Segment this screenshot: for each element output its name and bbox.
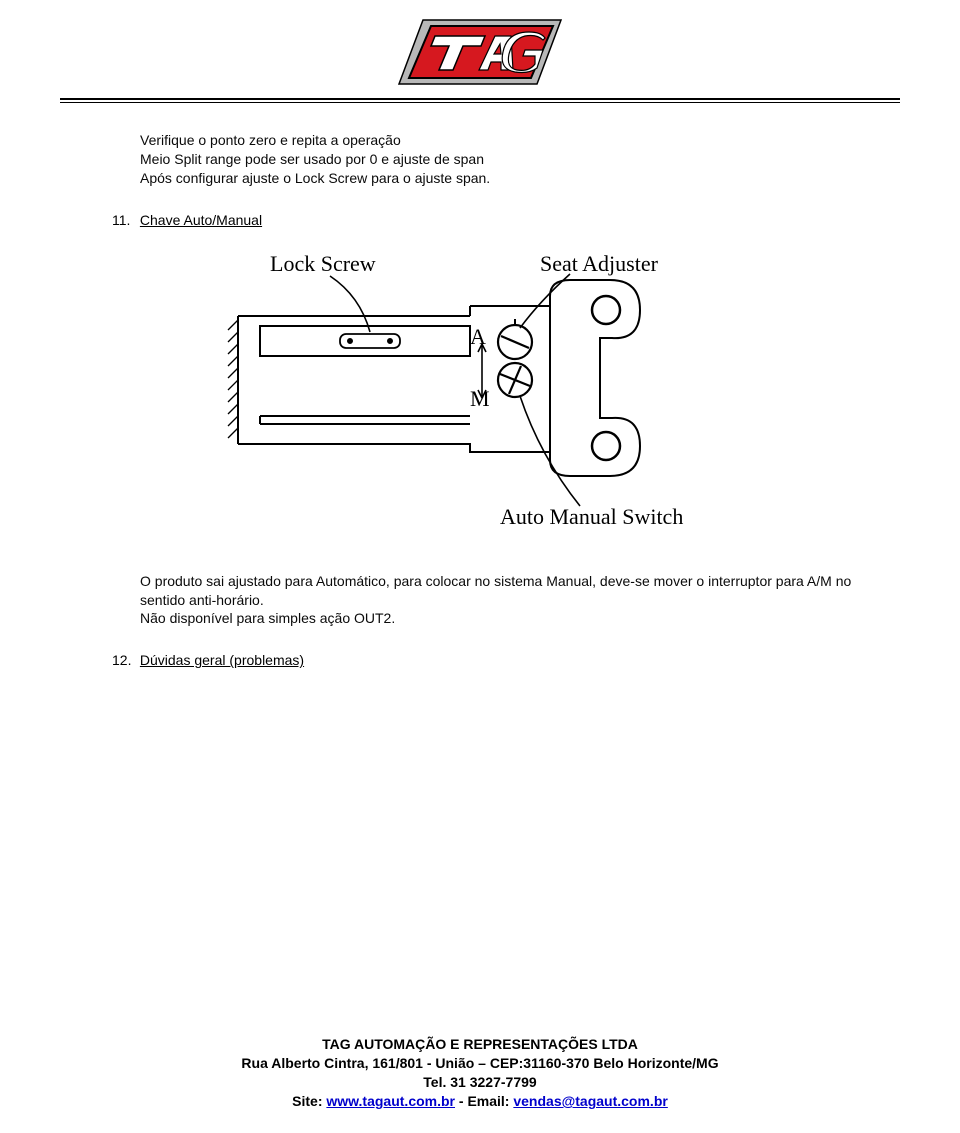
logo-container	[90, 12, 870, 92]
label-lock-screw: Lock Screw	[270, 251, 376, 276]
section-12-number: 12.	[112, 652, 136, 668]
label-seat-adjuster: Seat Adjuster	[540, 251, 659, 276]
after-line-2: Não disponível para simples ação OUT2.	[140, 609, 870, 628]
footer-email-link[interactable]: vendas@tagaut.com.br	[513, 1093, 667, 1109]
section-11-number: 11.	[112, 212, 136, 228]
mechanical-diagram: Lock Screw Seat Adjuster Auto Manual Swi…	[220, 246, 740, 536]
footer-site-link[interactable]: www.tagaut.com.br	[326, 1093, 455, 1109]
divider-thick	[60, 98, 900, 100]
after-diagram-paragraph: O produto sai ajustado para Automático, …	[140, 572, 870, 629]
footer-site-prefix: Site:	[292, 1093, 326, 1109]
footer-address: Rua Alberto Cintra, 161/801 - União – CE…	[0, 1054, 960, 1073]
intro-paragraph: Verifique o ponto zero e repita a operaç…	[140, 131, 870, 188]
footer-tel: Tel. 31 3227-7799	[0, 1073, 960, 1092]
diagram-container: Lock Screw Seat Adjuster Auto Manual Swi…	[90, 246, 870, 536]
intro-line-2: Meio Split range pode ser usado por 0 e …	[140, 150, 870, 169]
tag-logo	[395, 12, 565, 92]
section-11-title: Chave Auto/Manual	[140, 212, 262, 228]
after-line-1: O produto sai ajustado para Automático, …	[140, 572, 870, 610]
document-page: Verifique o ponto zero e repita a operaç…	[0, 0, 960, 1133]
label-auto-manual-switch: Auto Manual Switch	[500, 504, 683, 529]
axis-label-a: A	[470, 324, 486, 349]
footer-separator: -	[455, 1093, 467, 1109]
axis-label-m: M	[470, 386, 490, 411]
section-12-title: Dúvidas geral (problemas)	[140, 652, 304, 668]
section-12-heading: 12. Dúvidas geral (problemas)	[112, 652, 870, 668]
footer-company: TAG AUTOMAÇÃO E REPRESENTAÇÕES LTDA	[0, 1035, 960, 1054]
page-footer: TAG AUTOMAÇÃO E REPRESENTAÇÕES LTDA Rua …	[0, 1035, 960, 1111]
section-11-heading: 11. Chave Auto/Manual	[112, 212, 870, 228]
footer-links-line: Site: www.tagaut.com.br - Email: vendas@…	[0, 1092, 960, 1111]
footer-email-prefix: Email:	[467, 1093, 513, 1109]
intro-line-1: Verifique o ponto zero e repita a operaç…	[140, 131, 870, 150]
intro-line-3: Após configurar ajuste o Lock Screw para…	[140, 169, 870, 188]
divider-thin	[60, 102, 900, 103]
